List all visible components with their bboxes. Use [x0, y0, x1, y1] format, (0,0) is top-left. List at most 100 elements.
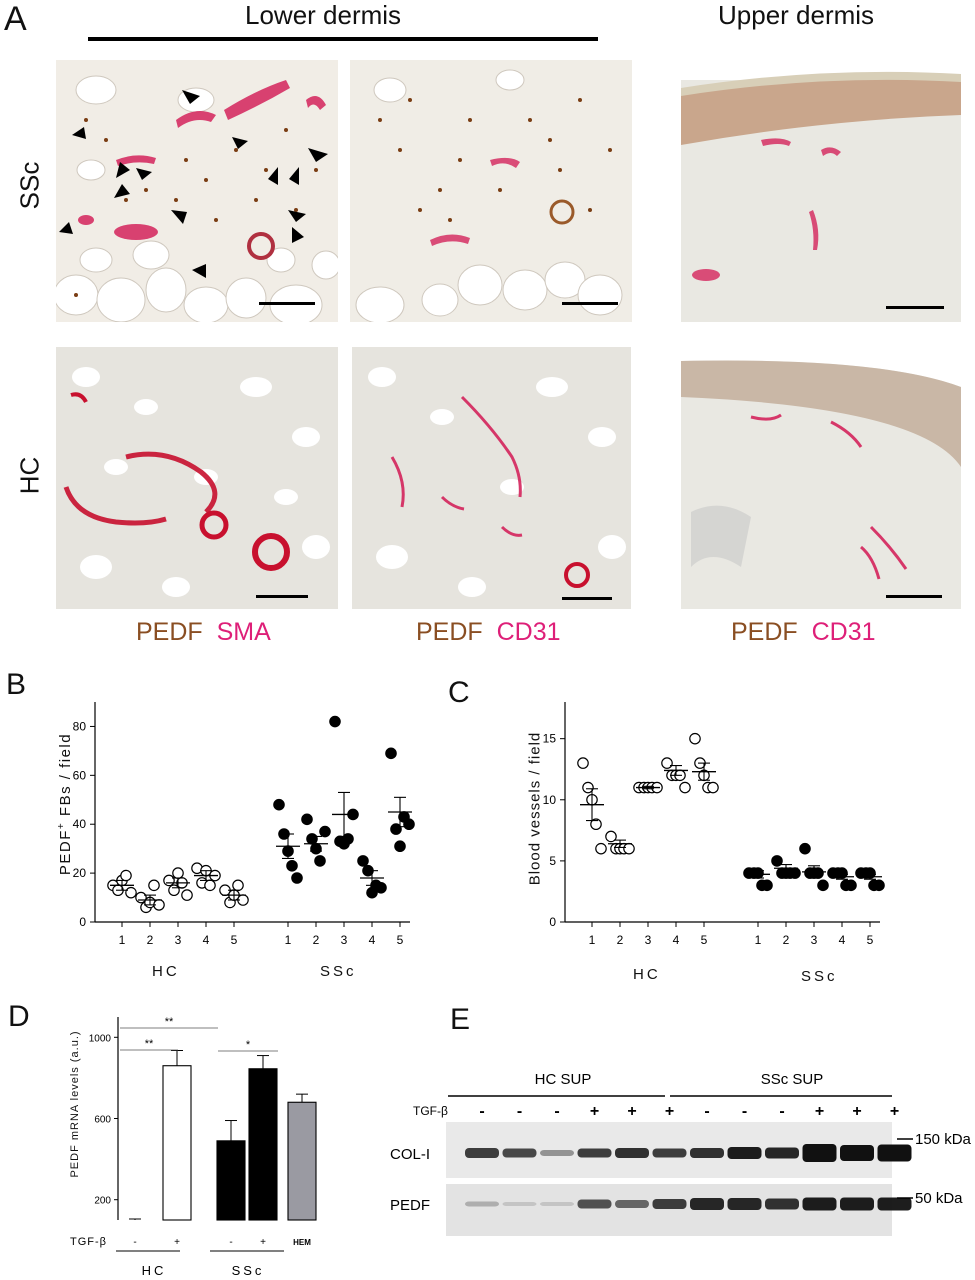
y-tick-label: 0 — [79, 915, 86, 929]
x-tick-label: 5 — [231, 933, 238, 947]
y-tick-label: 5 — [549, 854, 556, 868]
data-point — [595, 842, 607, 855]
lane-sign: - — [479, 1103, 484, 1120]
band-col1 — [802, 1144, 837, 1162]
header-lower-dermis: Lower dermis — [245, 0, 402, 30]
x-tick-label: 5 — [867, 933, 874, 947]
y-tick-label: 600 — [94, 1115, 111, 1126]
data-point — [357, 855, 369, 867]
band-col1 — [502, 1148, 537, 1158]
group-label-ssc-sup: SSc SUP — [761, 1071, 824, 1088]
lane-sign: + — [852, 1103, 861, 1120]
x-tick-label: 2 — [313, 933, 320, 947]
panel-c-letter: C — [448, 676, 470, 709]
x-tick-label: 4 — [203, 933, 210, 947]
row-label-ssc: SSc — [14, 161, 45, 210]
data-point — [172, 867, 184, 879]
band-col1 — [465, 1148, 499, 1158]
y-tick-label: 40 — [73, 817, 87, 831]
micrograph-ssc-lower-sma — [56, 60, 338, 322]
band-pedf — [840, 1197, 874, 1211]
micrograph-hc-lower-cd31 — [352, 347, 631, 609]
treatment-sign: + — [260, 1237, 266, 1248]
x-tick-label: 3 — [341, 933, 348, 947]
band-pedf — [502, 1202, 537, 1206]
band-pedf — [690, 1198, 724, 1210]
band-pedf — [540, 1202, 574, 1206]
band-col1 — [727, 1147, 762, 1159]
mw-label-50: 50 kDa — [915, 1190, 963, 1207]
lane-sign: - — [554, 1103, 559, 1120]
panel-b-letter: B — [6, 668, 27, 701]
row-label-hc: HC — [14, 456, 45, 495]
y-tick-label: 80 — [73, 719, 87, 733]
stain-label-2: PEDF CD31 — [416, 618, 561, 647]
x-tick-label: 3 — [811, 933, 818, 947]
panel-c-group-hc: HC — [633, 966, 661, 983]
x-tick-label: 4 — [673, 933, 680, 947]
stain-brown-1: PEDF — [136, 618, 203, 646]
data-point — [661, 757, 673, 769]
x-tick-label: 4 — [369, 933, 376, 947]
group-label-hc: HC — [142, 1263, 167, 1278]
data-point — [761, 879, 773, 892]
data-point — [291, 872, 303, 884]
data-point — [148, 879, 160, 892]
sig-label: ** — [145, 1038, 154, 1050]
data-point — [286, 859, 298, 872]
x-tick-label: 2 — [617, 933, 624, 947]
panel-d-letter: D — [8, 1000, 30, 1033]
band-col1 — [615, 1148, 649, 1158]
data-point — [301, 813, 313, 826]
lane-sign: - — [517, 1103, 522, 1120]
data-point — [582, 781, 594, 794]
data-point — [204, 879, 216, 892]
western-blot-e: HC SUP SSc SUP TGF-β - - - + + + - - - + + + COL-I PEDF 1… — [390, 1071, 972, 1236]
band-pedf — [577, 1199, 612, 1209]
band-col1 — [540, 1150, 574, 1156]
data-point — [817, 879, 829, 892]
band-pedf — [465, 1201, 499, 1207]
data-point — [314, 855, 326, 867]
hem-label: HEM — [293, 1238, 311, 1247]
band-col1 — [690, 1148, 724, 1158]
band-label-pedf: PEDF — [390, 1197, 430, 1214]
data-point — [577, 757, 589, 769]
band-label-col1: COL-I — [390, 1146, 430, 1163]
data-point — [799, 842, 811, 855]
chart-b: 0 20 40 60 80 1 2 3 4 5 1 2 3 4 5 — [73, 702, 415, 947]
band-col1 — [765, 1147, 799, 1159]
header-upper-dermis: Upper dermis — [718, 0, 875, 30]
lane-sign: - — [704, 1103, 709, 1120]
treatment-label: TGF-β — [70, 1236, 107, 1248]
panel-b-group-ssc: SSc — [320, 963, 357, 980]
data-point — [403, 818, 415, 831]
stain-pink-3: CD31 — [811, 618, 876, 646]
bar — [162, 1065, 192, 1221]
sig-label: ** — [165, 1016, 174, 1028]
header-underline — [88, 37, 598, 41]
data-point — [163, 874, 175, 887]
micrograph-hc-upper-cd31 — [681, 347, 961, 609]
lane-sign: + — [590, 1103, 599, 1120]
data-point — [623, 842, 635, 855]
x-tick-label: 1 — [589, 933, 596, 947]
band-pedf — [877, 1197, 912, 1211]
treatment-label: TGF-β — [413, 1104, 448, 1118]
y-tick-label: 200 — [94, 1196, 111, 1207]
lane-sign: + — [890, 1103, 899, 1120]
data-point — [873, 879, 885, 892]
panel-c-group-ssc: SSc — [801, 968, 838, 985]
chart-c: 0 5 10 15 1 2 3 4 5 1 2 3 4 5 — [543, 702, 885, 947]
data-point — [329, 715, 341, 728]
bar — [287, 1101, 317, 1221]
data-point — [375, 881, 387, 894]
sig-label: * — [246, 1039, 251, 1051]
data-point — [689, 732, 701, 745]
x-tick-label: 1 — [119, 933, 126, 947]
data-point — [181, 889, 193, 901]
y-tick-label: 15 — [543, 732, 557, 746]
treatment-sign: - — [229, 1237, 232, 1248]
lane-sign: - — [742, 1103, 747, 1120]
